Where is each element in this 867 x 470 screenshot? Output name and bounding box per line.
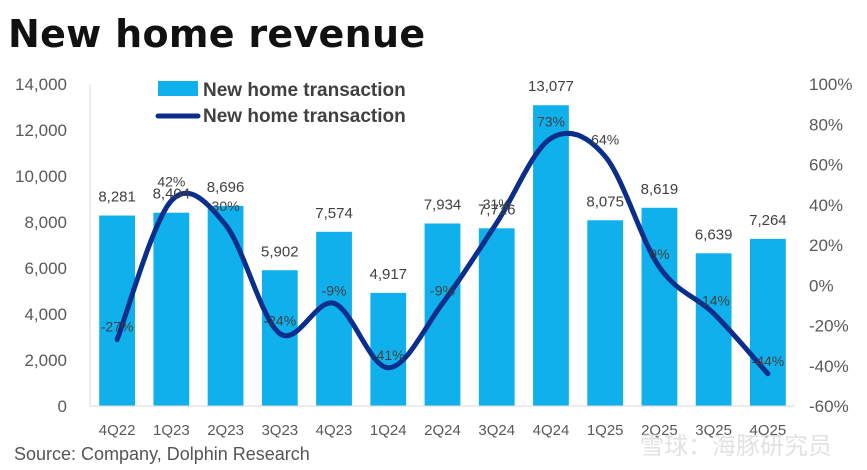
bar [261,270,298,406]
bar-value-label: 6,639 [695,226,733,243]
line-value-label: 9% [649,246,669,262]
x-tick-label: 4Q25 [750,422,787,439]
bar-value-label: 7,726 [478,201,516,218]
y-right-tick-label: -40% [809,357,849,376]
chart-title: New home revenue [8,12,426,56]
y-right-tick-label: 40% [809,196,843,215]
bar [478,228,515,406]
x-tick-label: 1Q25 [587,422,624,439]
bar [749,238,786,406]
y-right-tick-label: 0% [809,276,834,295]
bar [641,207,678,406]
x-tick-label: 3Q24 [478,422,515,439]
bar [533,105,569,406]
bar [99,215,136,406]
x-tick-label: 4Q23 [316,422,353,439]
bar [587,220,624,406]
bar [316,231,352,406]
bar-value-label: 7,934 [424,197,462,214]
line-value-label: -24% [263,313,296,329]
bar-value-label: 7,574 [315,205,353,222]
y-left-tick-label: 6,000 [24,259,67,278]
y-left-tick-label: 4,000 [24,305,67,324]
line-value-label: 30% [212,198,240,214]
x-tick-label: 3Q25 [695,422,732,439]
x-tick-label: 4Q24 [533,422,570,439]
bar-value-label: 8,696 [207,179,245,196]
x-tick-label: 1Q23 [153,422,190,439]
bar-value-label: 13,077 [528,78,574,95]
y-left-tick-label: 14,000 [15,75,67,94]
bar-value-label: 8,075 [586,193,624,210]
y-right-tick-label: 60% [809,156,843,175]
y-right-tick-label: -20% [809,317,849,336]
line-value-label: -14% [697,292,730,308]
x-tick-label: 2Q25 [641,422,678,439]
watermark: 雪球：海豚研究员 [640,432,832,460]
bar [207,205,244,406]
x-tick-label: 4Q22 [99,422,136,439]
line-value-label: -9% [322,282,347,298]
line-value-label: -9% [430,282,455,298]
y-left-tick-label: 12,000 [15,121,67,140]
bar [695,253,732,406]
line-value-label: 42% [157,174,185,190]
line-value-label: 31% [483,196,511,212]
y-left-tick-label: 0 [58,397,67,416]
y-right-tick-label: 20% [809,236,843,255]
y-left-tick-label: 8,000 [24,213,67,232]
x-tick-label: 1Q24 [370,422,407,439]
line-value-label: 64% [591,131,619,147]
bar [424,223,461,406]
y-right-tick-label: -60% [809,397,849,416]
bar [153,212,190,406]
x-tick-label: 2Q24 [424,422,461,439]
bar-value-label: 8,281 [98,189,136,206]
bar-value-label: 7,264 [749,212,787,229]
line-value-label: -44% [752,353,785,369]
y-left-tick-label: 10,000 [15,167,67,186]
legend-swatch-bar [158,81,198,96]
y-left-tick-label: 2,000 [24,351,67,370]
line-value-label: -41% [372,347,405,363]
y-right-tick-label: 100% [809,75,852,94]
legend-label-line: New home transaction [203,106,406,127]
source-note: Source: Company, Dolphin Research [14,444,310,464]
yoy-line [114,130,771,377]
x-tick-label: 2Q23 [207,422,244,439]
bar-value-label: 5,902 [261,243,299,260]
bar-value-label: 4,917 [369,266,407,283]
bar-value-label: 8,619 [641,181,679,198]
bar [370,292,407,406]
line-value-label: 73% [537,113,565,129]
line-value-label: -27% [101,319,134,335]
y-right-tick-label: 80% [809,115,843,134]
legend-label-bar: New home transaction [203,80,406,101]
bar-value-label: 8,404 [153,186,191,203]
x-tick-label: 3Q23 [261,422,298,439]
